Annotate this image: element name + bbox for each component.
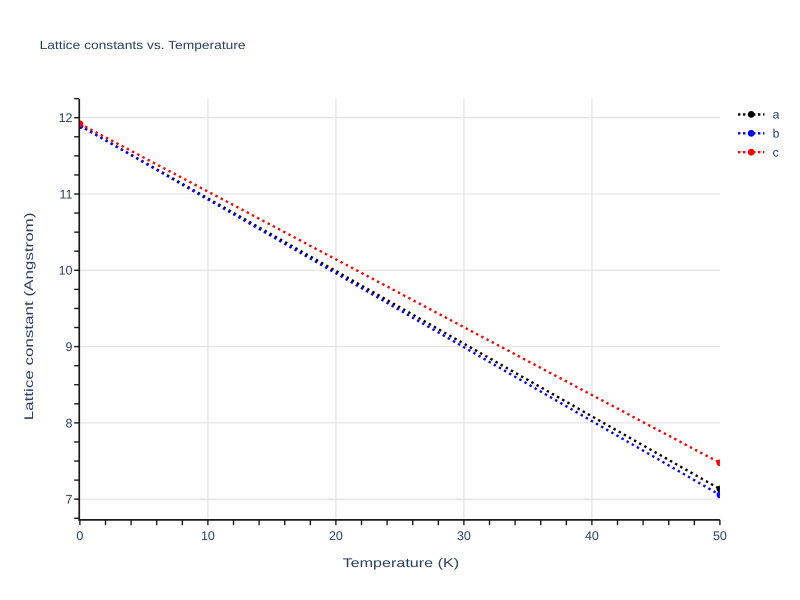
- svg-text:9: 9: [66, 340, 73, 354]
- svg-text:40: 40: [585, 529, 599, 543]
- svg-text:30: 30: [457, 529, 471, 543]
- svg-text:Lattice constant (Angstrom): Lattice constant (Angstrom): [22, 212, 36, 420]
- svg-text:c: c: [773, 146, 779, 160]
- svg-text:50: 50: [713, 529, 727, 543]
- svg-text:8: 8: [66, 416, 73, 430]
- svg-text:b: b: [773, 127, 780, 141]
- svg-text:12: 12: [59, 111, 73, 125]
- svg-text:11: 11: [60, 187, 73, 201]
- svg-text:7: 7: [66, 493, 73, 507]
- svg-text:10: 10: [201, 529, 215, 543]
- svg-text:20: 20: [329, 529, 343, 543]
- svg-text:Temperature (K): Temperature (K): [343, 556, 460, 570]
- svg-text:Lattice constants vs. Temperat: Lattice constants vs. Temperature: [40, 38, 247, 52]
- svg-text:a: a: [773, 108, 780, 122]
- svg-text:0: 0: [76, 529, 83, 543]
- svg-text:10: 10: [59, 264, 73, 278]
